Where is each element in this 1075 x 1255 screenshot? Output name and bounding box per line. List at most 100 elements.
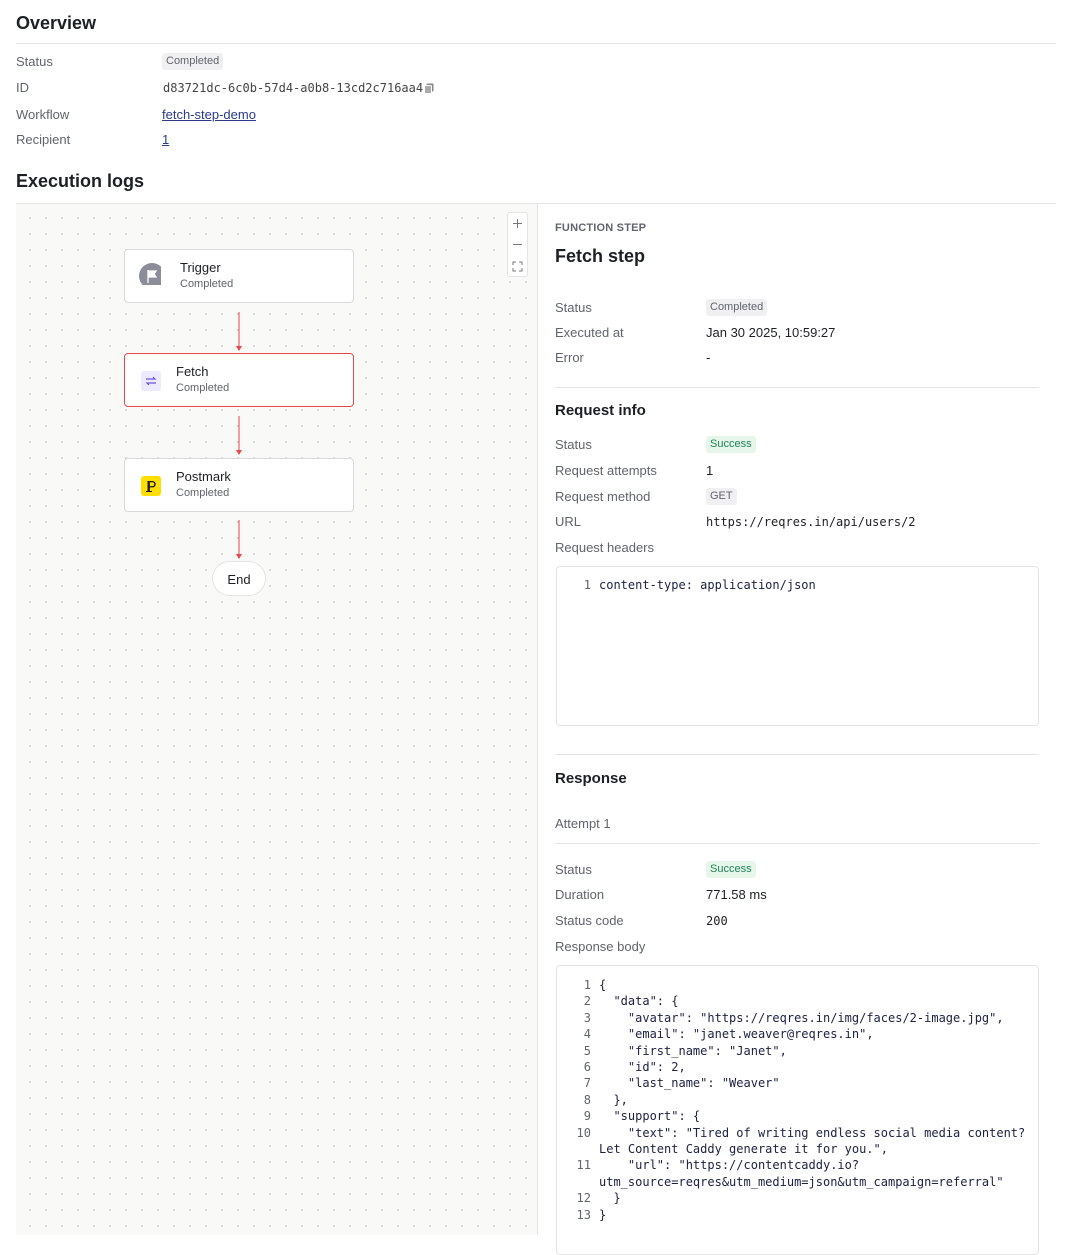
- line-number: 4: [583, 1027, 591, 1042]
- attempt-label: Attempt 1: [555, 816, 611, 831]
- postmark-icon: [141, 476, 161, 496]
- node-title: Trigger: [180, 260, 221, 275]
- code-line: 1{: [557, 977, 1030, 993]
- flow-node[interactable]: Trigger Completed: [124, 249, 354, 303]
- status-badge: Completed: [162, 53, 224, 70]
- label: Status: [16, 54, 53, 69]
- label: ID: [16, 80, 29, 95]
- overview-title: Overview: [16, 13, 97, 33]
- workflow-link[interactable]: fetch-step-demo: [162, 107, 256, 122]
- response-title: Response: [555, 770, 627, 787]
- line-text: }: [599, 1191, 621, 1206]
- value: -: [706, 350, 711, 365]
- fetch-icon: [141, 371, 161, 391]
- edge: [236, 520, 242, 559]
- label: Error: [555, 350, 584, 365]
- divider: [555, 754, 1039, 755]
- line-number: 2: [583, 994, 591, 1009]
- code-line: 9 "support": {: [557, 1108, 1030, 1124]
- line-number: 1: [583, 578, 591, 592]
- line-text: "support": {: [599, 1109, 701, 1124]
- end-node: End: [212, 561, 266, 596]
- headers-code: 1 content-type: application/json: [556, 566, 1039, 726]
- line-text: "url": "https://contentcaddy.io?utm_sour…: [599, 1158, 1004, 1189]
- label: Response body: [555, 939, 646, 954]
- value: Jan 30 2025, 10:59:27: [706, 325, 836, 340]
- status-badge: Completed: [706, 299, 768, 316]
- status-badge: Success: [706, 436, 756, 453]
- method-badge: GET: [706, 488, 737, 505]
- zoom-controls: [507, 212, 528, 277]
- code-line: 8 },: [557, 1092, 1030, 1108]
- line-number: 10: [576, 1125, 591, 1140]
- line-text: },: [599, 1092, 628, 1107]
- value: 200: [706, 914, 728, 928]
- divider: [16, 43, 1056, 44]
- code-line: 2 "data": {: [557, 993, 1030, 1009]
- line-number: 8: [583, 1092, 591, 1107]
- label: Workflow: [16, 107, 70, 122]
- code-line: 1 content-type: application/json: [557, 577, 1030, 593]
- node-title: Postmark: [176, 469, 231, 484]
- copy-icon[interactable]: [424, 83, 434, 94]
- fit-view[interactable]: [512, 261, 523, 272]
- flow-node[interactable]: Fetch Completed: [124, 353, 354, 407]
- code-line: 7 "last_name": "Weaver": [557, 1075, 1030, 1091]
- recipient-link[interactable]: 1: [162, 132, 170, 147]
- label: Status: [555, 300, 592, 315]
- label: Request attempts: [555, 463, 657, 478]
- line-number: 13: [576, 1207, 591, 1222]
- status-badge: Success: [706, 861, 756, 878]
- zoom-icons: [512, 219, 523, 272]
- step-kicker: FUNCTION STEP: [555, 222, 647, 234]
- code-line: 6 "id": 2,: [557, 1059, 1030, 1075]
- code-line: 12 }: [557, 1190, 1030, 1206]
- label: Request method: [555, 489, 651, 504]
- value: 1: [706, 463, 714, 478]
- label: Duration: [555, 887, 605, 902]
- line-number: 11: [576, 1158, 591, 1173]
- request-title: Request info: [555, 402, 646, 419]
- divider: [555, 843, 1039, 844]
- divider: [555, 387, 1039, 388]
- label: Request headers: [555, 540, 655, 555]
- line-number: 12: [576, 1191, 591, 1206]
- line-text: "last_name": "Weaver": [599, 1076, 780, 1091]
- divider: [16, 203, 1056, 204]
- value: https://reqres.in/api/users/2: [706, 515, 916, 529]
- value: 771.58 ms: [706, 887, 767, 902]
- line-number: 1: [583, 978, 591, 992]
- line-text: content-type: application/json: [599, 578, 816, 592]
- label: Status code: [555, 913, 624, 928]
- line-number: 6: [583, 1060, 591, 1075]
- id-value: d83721dc-6c0b-57d4-a0b8-13cd2c716aa4: [163, 81, 424, 95]
- code-line: 4 "email": "janet.weaver@reqres.in",: [557, 1026, 1030, 1042]
- code-line: 10 "text": "Tired of writing endless soc…: [557, 1125, 1030, 1158]
- code-line: 5 "first_name": "Janet",: [557, 1043, 1030, 1059]
- line-text: "text": "Tired of writing endless social…: [599, 1125, 1033, 1157]
- node-status: Completed: [176, 487, 230, 499]
- line-number: 9: [583, 1109, 591, 1124]
- node-status: Completed: [176, 382, 230, 394]
- flow-node[interactable]: Postmark Completed: [124, 458, 354, 512]
- line-number: 5: [583, 1043, 591, 1058]
- node-title: Fetch: [176, 364, 209, 379]
- label: Status: [555, 437, 592, 452]
- edge: [236, 312, 242, 351]
- line-text: {: [599, 978, 607, 992]
- line-text: "email": "janet.weaver@reqres.in",: [599, 1027, 874, 1042]
- execution-title: Execution logs: [16, 171, 145, 191]
- code-line: 13}: [557, 1207, 1030, 1223]
- label: Executed at: [555, 325, 624, 340]
- trigger-icon: [139, 263, 161, 285]
- line-text: "first_name": "Janet",: [599, 1043, 787, 1058]
- line-number: 3: [583, 1010, 591, 1025]
- line-text: }: [599, 1207, 607, 1222]
- label: URL: [555, 514, 582, 529]
- label: Status: [555, 862, 592, 877]
- node-status: Completed: [180, 278, 234, 290]
- line-number: 7: [583, 1076, 591, 1091]
- label: Recipient: [16, 132, 71, 147]
